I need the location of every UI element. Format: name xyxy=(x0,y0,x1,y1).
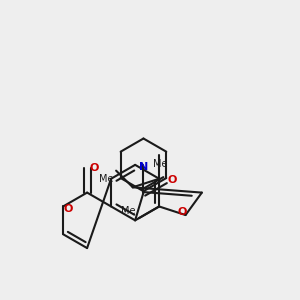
Text: Me: Me xyxy=(99,174,113,184)
Text: Me: Me xyxy=(153,159,167,169)
Text: N: N xyxy=(139,162,148,172)
Text: O: O xyxy=(178,207,187,217)
Text: O: O xyxy=(63,204,73,214)
Text: O: O xyxy=(167,175,177,185)
Text: Me: Me xyxy=(121,206,136,216)
Text: O: O xyxy=(89,163,99,172)
